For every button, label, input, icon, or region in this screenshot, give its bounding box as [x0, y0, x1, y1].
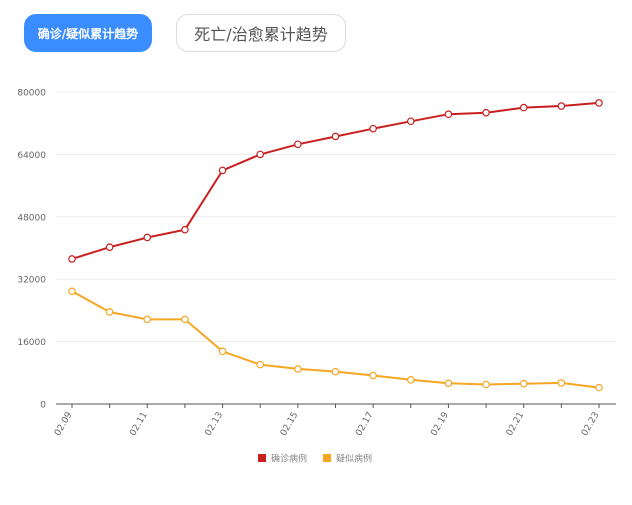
data-point [406, 376, 415, 384]
x-tick-label: 02.11 [128, 411, 150, 438]
data-point [294, 365, 302, 373]
data-point [331, 367, 340, 376]
y-tick-label: 0 [40, 401, 46, 411]
y-tick-label: 32000 [17, 276, 46, 286]
x-tick-label: 02.19 [429, 410, 451, 438]
x-tick-label: 02.09 [53, 410, 75, 438]
data-point [444, 110, 453, 119]
x-tick-label: 02.17 [354, 411, 376, 438]
data-point [369, 371, 377, 380]
legend-label-confirmed: 确诊病例 [271, 453, 307, 465]
legend-swatch-confirmed [258, 454, 266, 462]
data-point [519, 379, 528, 388]
data-point [105, 308, 114, 316]
data-point [294, 140, 302, 149]
data-point [218, 166, 227, 175]
data-point [181, 225, 189, 234]
data-point [444, 379, 453, 388]
legend-swatch-suspected [323, 454, 331, 462]
data-point [105, 243, 114, 252]
x-tick-label: 02.13 [204, 411, 226, 438]
data-point [68, 287, 76, 296]
data-point [143, 315, 152, 324]
data-point [557, 102, 566, 110]
data-point [482, 108, 490, 117]
data-point [482, 380, 490, 389]
x-tick-label: 02.15 [279, 411, 301, 438]
y-tick-label: 64000 [17, 151, 46, 161]
tab-death-cure-trend[interactable]: 死亡/治愈累计趋势 [176, 14, 346, 52]
data-point [256, 360, 265, 369]
data-point [68, 255, 76, 263]
y-tick-label: 48000 [17, 213, 46, 223]
series-line-confirmed [71, 101, 600, 260]
data-point [595, 383, 603, 392]
y-tick-label: 80000 [17, 89, 46, 99]
data-point [557, 379, 566, 387]
data-point [519, 103, 528, 112]
x-tick-label: 02.21 [505, 411, 527, 438]
data-point [181, 315, 189, 324]
data-point [218, 347, 227, 356]
data-point [256, 150, 265, 159]
data-point [143, 233, 152, 242]
data-point [595, 99, 603, 107]
y-tick-label: 16000 [17, 338, 46, 348]
data-point [369, 124, 377, 133]
tab-confirmed-suspected-trend[interactable]: 确诊/疑似累计趋势 [24, 14, 152, 52]
data-point [331, 132, 340, 141]
legend-label-suspected: 疑似病例 [336, 453, 372, 465]
data-point [406, 117, 415, 126]
x-tick-label: 02.23 [580, 411, 602, 438]
